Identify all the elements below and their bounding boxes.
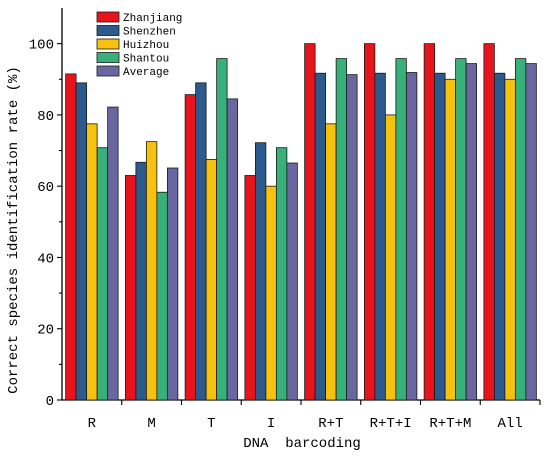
- y-tick-label: 40: [37, 251, 54, 267]
- bar: [156, 191, 168, 401]
- bar: [384, 114, 397, 401]
- bar: [514, 58, 527, 401]
- bar: [86, 123, 98, 401]
- bar: [135, 161, 147, 401]
- bar: [314, 72, 327, 401]
- bar: [65, 73, 77, 401]
- x-axis-title: DNA barcoding: [243, 436, 361, 452]
- x-tick-label: T: [207, 416, 215, 432]
- legend-label: Huizhou: [123, 40, 169, 52]
- legend-label: Shenzhen: [123, 27, 176, 39]
- y-tick-label: 80: [37, 109, 54, 125]
- y-tick-label: 20: [37, 323, 54, 339]
- bar: [166, 167, 179, 401]
- bar: [195, 82, 207, 401]
- bar: [374, 72, 386, 401]
- bar: [304, 43, 316, 401]
- y-tick-label: 60: [37, 180, 54, 196]
- bar: [444, 78, 457, 401]
- legend-swatch: [96, 65, 120, 77]
- bar: [423, 43, 436, 401]
- y-tick-label: 0: [46, 394, 54, 410]
- legend-swatch: [96, 11, 120, 23]
- x-tick-label: R+T+M: [429, 416, 471, 432]
- bar: [205, 159, 218, 401]
- x-tick-label: R: [88, 416, 97, 432]
- legend-label: Zhanjiang: [123, 13, 182, 25]
- y-tick-label: 100: [29, 38, 54, 54]
- bar: [363, 43, 376, 401]
- bar: [184, 94, 197, 401]
- x-tick-label: I: [267, 416, 275, 432]
- bar: [395, 58, 407, 401]
- bar: [335, 58, 348, 401]
- bar: [216, 58, 228, 401]
- bar: [455, 58, 467, 401]
- bar: [75, 82, 88, 401]
- bar: [346, 74, 358, 401]
- bar: [145, 141, 158, 401]
- bar: [254, 142, 267, 401]
- bar: [525, 63, 537, 401]
- bar: [265, 185, 277, 401]
- x-tick-label: R+T: [318, 416, 343, 432]
- bar: [465, 63, 478, 401]
- bar: [96, 147, 109, 401]
- legend-label: Shantou: [123, 54, 169, 66]
- bar: [493, 72, 506, 401]
- bar: [286, 162, 298, 401]
- bar: [325, 123, 337, 401]
- y-axis-title: Correct species identification rate (%): [6, 66, 22, 394]
- legend-swatch: [96, 38, 120, 50]
- bar: [405, 72, 418, 401]
- plot-area: 0 20 40 60 80 100 R M T I R+T R+T+I R+T+M All: [29, 8, 541, 432]
- bar: [124, 175, 137, 401]
- bar: [504, 78, 516, 401]
- legend-swatch: [96, 52, 120, 63]
- legend-swatch: [96, 25, 120, 36]
- bar: [483, 43, 495, 401]
- bar: [244, 175, 256, 401]
- legend-label: Average: [123, 67, 169, 79]
- bar: [226, 98, 239, 401]
- bar: [434, 72, 446, 401]
- bar: [107, 106, 119, 401]
- x-tick-label: R+T+I: [370, 416, 412, 432]
- x-tick-label: All: [498, 416, 523, 432]
- bar: [275, 147, 288, 401]
- x-tick-label: M: [147, 416, 155, 432]
